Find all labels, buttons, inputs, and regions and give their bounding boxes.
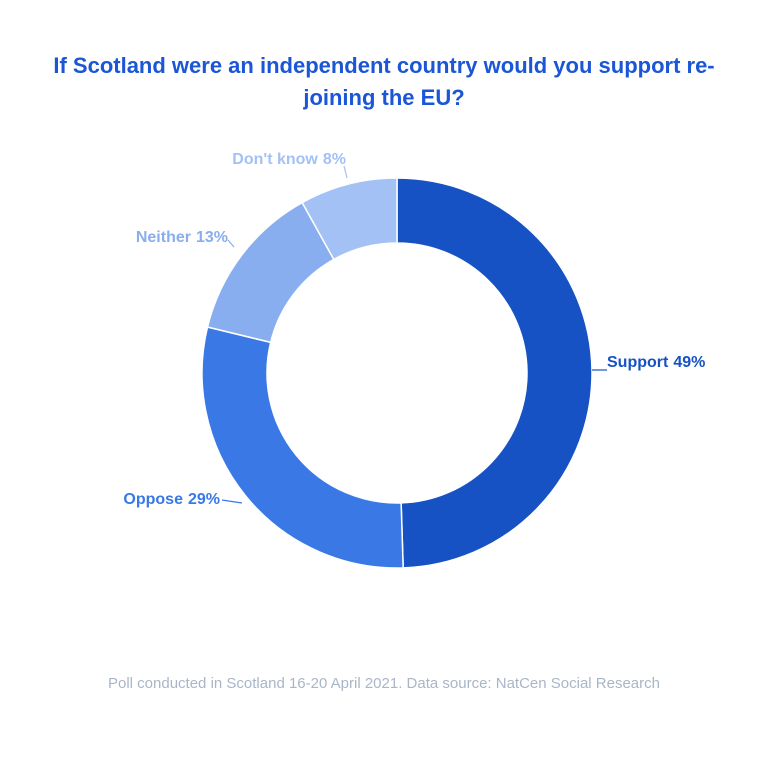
segment-label: Don't know 8% bbox=[232, 151, 346, 168]
segment-label: Oppose 29% bbox=[123, 491, 220, 508]
segment-label: Support 49% bbox=[607, 354, 705, 371]
donut-segment bbox=[201, 326, 404, 569]
value-label: 29% bbox=[188, 491, 220, 508]
value-label: 49% bbox=[673, 354, 705, 371]
category-label: Support bbox=[607, 354, 669, 371]
segment-label: Neither 13% bbox=[136, 229, 228, 246]
leader-line bbox=[221, 499, 243, 504]
chart-title: If Scotland were an independent country … bbox=[53, 53, 715, 110]
category-label: Oppose bbox=[123, 491, 183, 508]
value-label: 8% bbox=[323, 151, 346, 168]
category-label: Don't know bbox=[232, 151, 318, 168]
category-label: Neither bbox=[136, 229, 191, 246]
donut-segment bbox=[301, 177, 398, 261]
leader-line bbox=[227, 239, 235, 248]
value-label: 13% bbox=[196, 229, 228, 246]
source-note: Poll conducted in Scotland 16-20 April 2… bbox=[108, 675, 660, 692]
leader-line bbox=[343, 165, 348, 179]
donut-segment bbox=[396, 177, 593, 569]
